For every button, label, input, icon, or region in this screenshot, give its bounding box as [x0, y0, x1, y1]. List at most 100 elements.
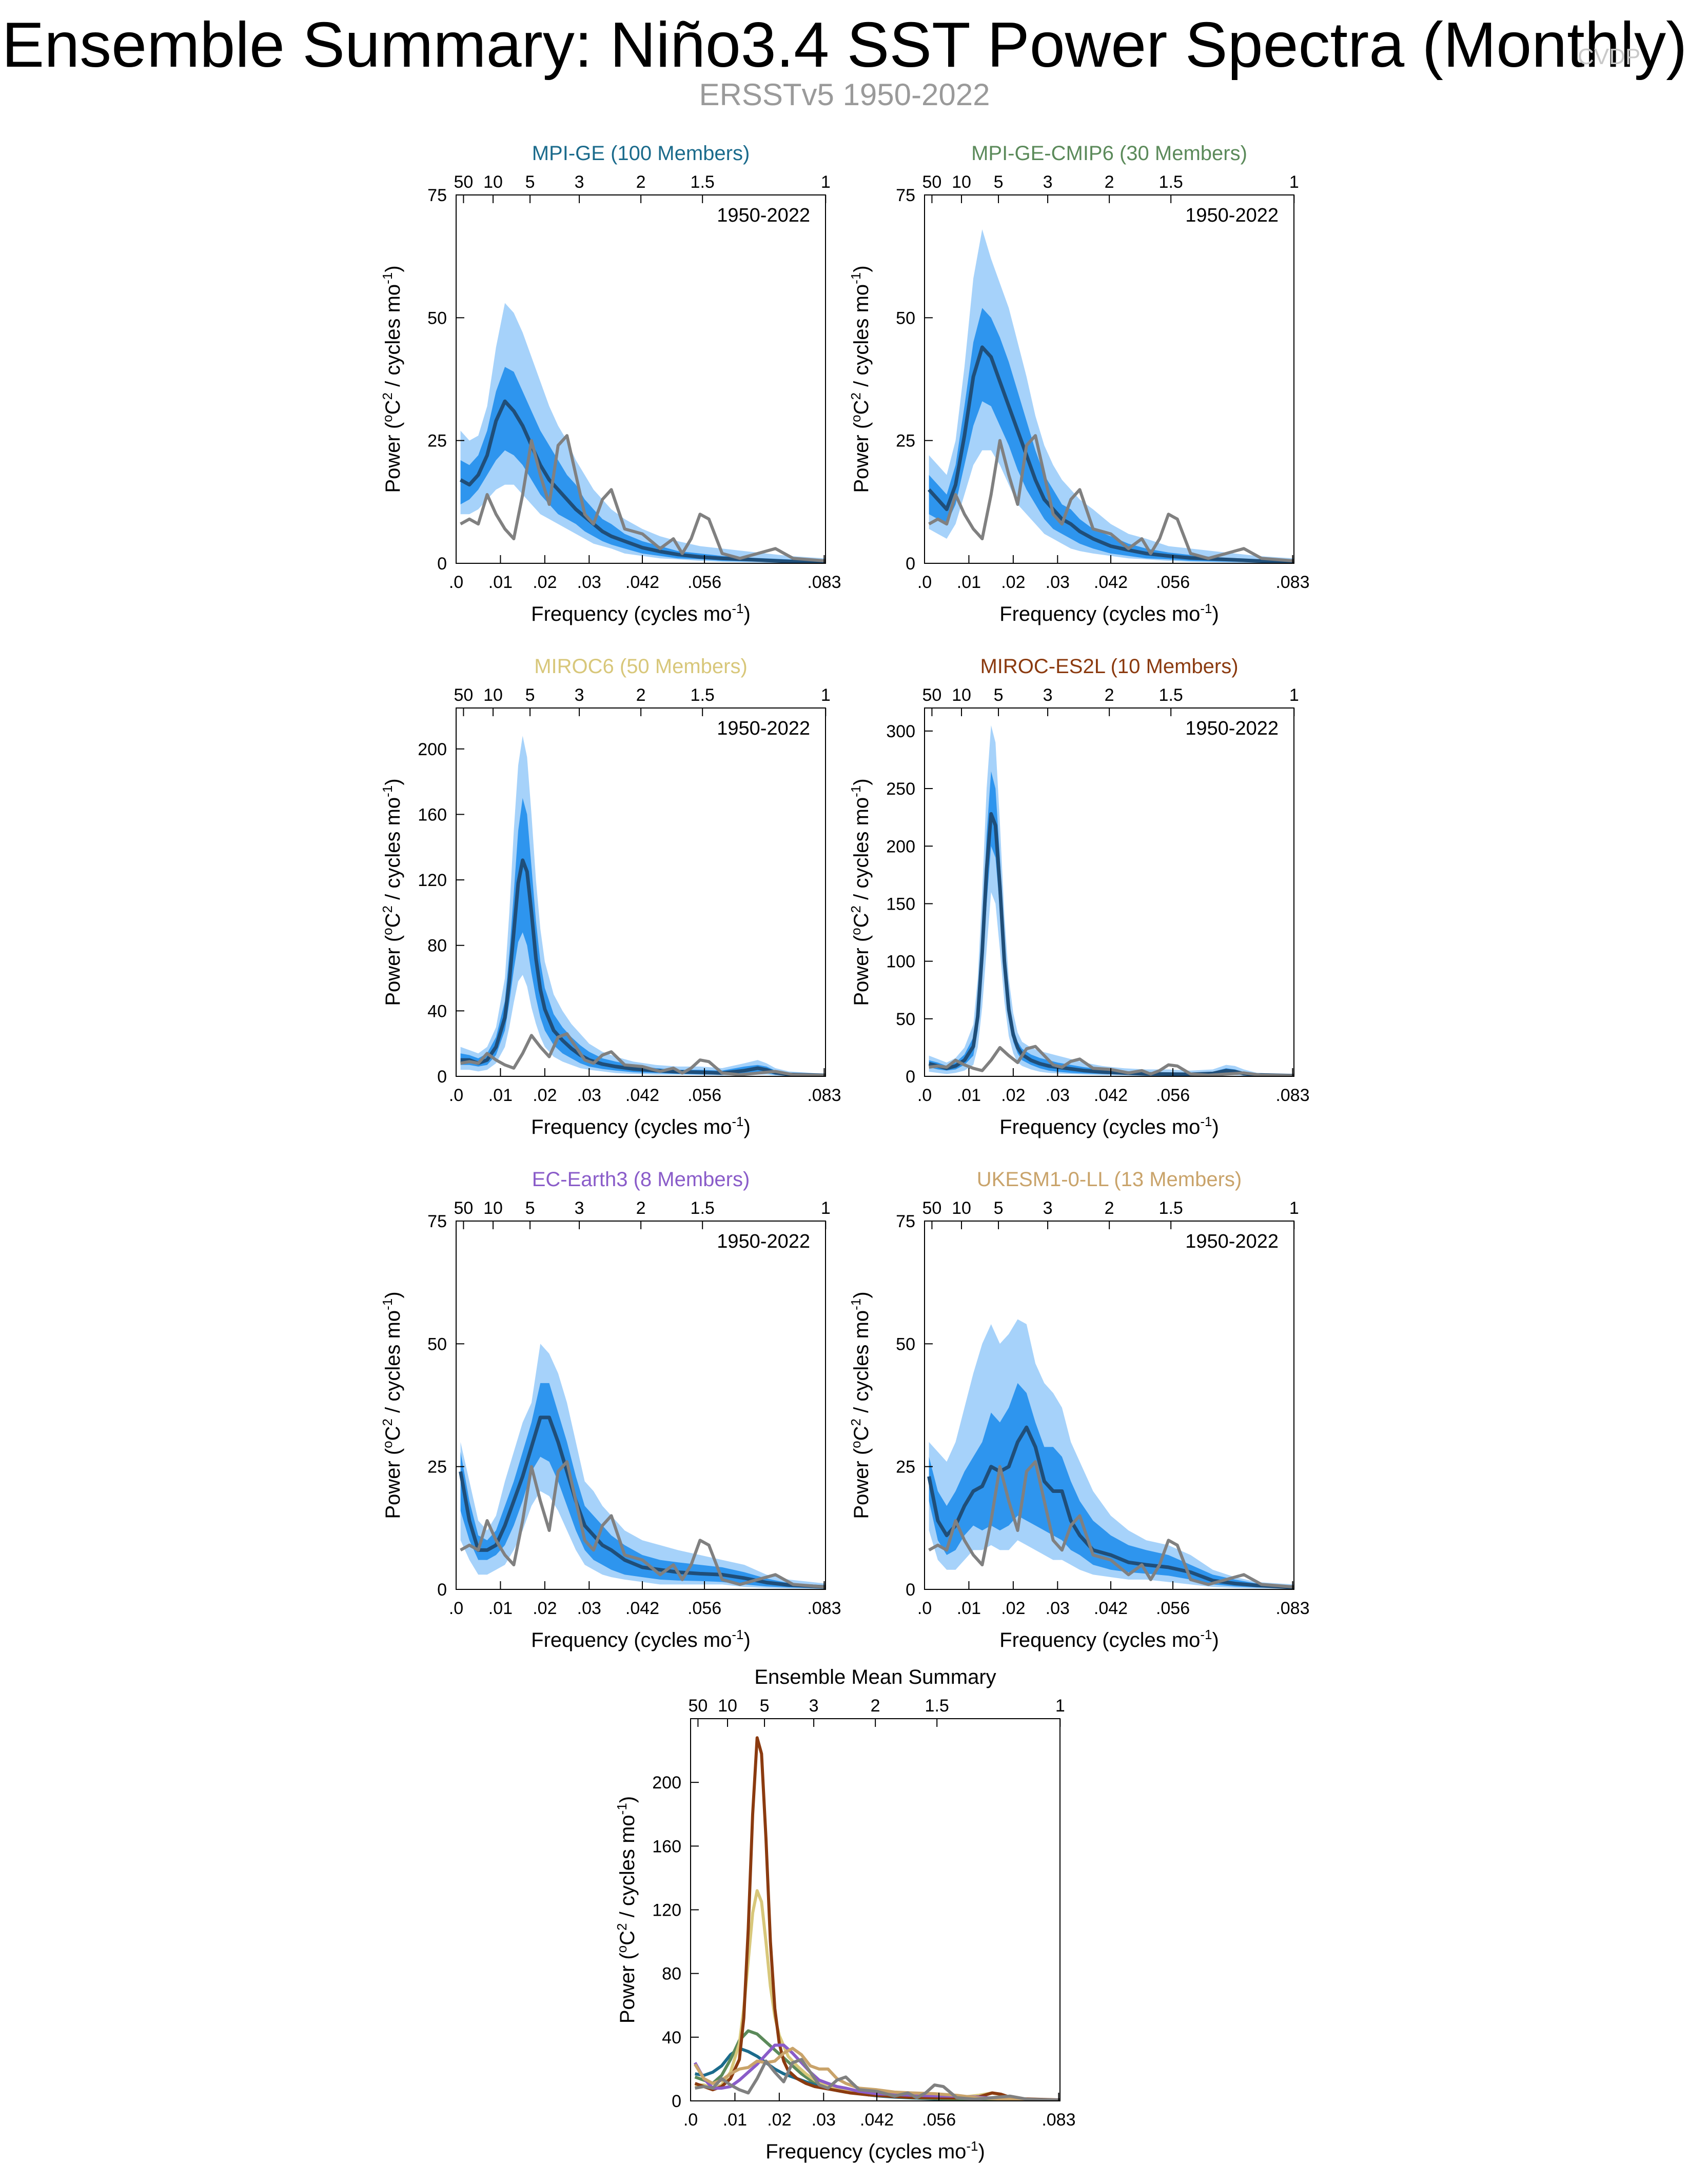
ensemble-mean-line [928, 345, 1294, 563]
watermark-logo: CVDP [1578, 44, 1641, 69]
period-tick-label: 10 [483, 685, 503, 705]
x-tick-label: .02 [533, 1599, 557, 1618]
period-tick-label: 3 [575, 172, 584, 192]
observed-spectrum-line [460, 1460, 826, 1589]
chart-panel-1: MPI-GE (100 Members) 1950-2022 .0 .01 .02 .03… [380, 142, 841, 625]
x-tick-label: .03 [1046, 1599, 1070, 1618]
period-label: 1950-2022 [1185, 205, 1279, 226]
y-tick-label: 80 [427, 936, 447, 956]
period-tick-label: 5 [994, 1198, 1004, 1218]
chart-panel-3: MIROC6 (50 Members) 1950-2022 .0 .01 .02 .03.… [380, 655, 841, 1138]
x-tick-label: .03 [1046, 1086, 1070, 1105]
period-tick-label: 1 [1055, 1696, 1065, 1716]
period-tick-label: 3 [575, 685, 584, 705]
period-tick-label: 50 [688, 1696, 708, 1716]
panel-title: MIROC-ES2L (10 Members) [980, 655, 1238, 678]
period-tick-label: 2 [636, 1198, 646, 1218]
x-tick-label: .01 [957, 1086, 981, 1105]
period-tick-label: 3 [1043, 1198, 1053, 1218]
y-tick-label: 100 [886, 952, 915, 972]
y-tick-label: 200 [886, 837, 915, 856]
x-tick-label: .03 [577, 1086, 601, 1105]
period-tick-label: 1 [1289, 685, 1299, 705]
y-tick-label: 160 [418, 805, 447, 824]
plot-area [928, 725, 1294, 1076]
y-tick-label: 0 [672, 2092, 681, 2111]
x-tick-label: .042 [625, 573, 659, 592]
observed-spectrum-line [929, 1045, 1294, 1076]
y-tick-label: 80 [662, 1964, 681, 1984]
x-tick-label: .01 [723, 2110, 747, 2130]
y-tick-label: 75 [896, 1212, 915, 1231]
x-tick-label: .0 [449, 573, 463, 592]
x-axis-label: Frequency (cycles mo-1) [999, 601, 1219, 625]
x-tick-label: .083 [1042, 2110, 1075, 2130]
y-tick-label: 160 [652, 1837, 681, 1856]
y-axis-label: Power (oC2 / cycles mo-1) [614, 1796, 639, 2023]
y-tick-label: 120 [418, 871, 447, 890]
chart-panel-4: MIROC-ES2L (10 Members) 1950-2022 .0 .01 .02… [848, 655, 1310, 1138]
period-tick-label: 10 [952, 1198, 971, 1218]
x-tick-label: .083 [1275, 1086, 1309, 1105]
x-tick-label: .02 [1001, 573, 1025, 592]
x-tick-label: .042 [1094, 573, 1128, 592]
y-axis-label: Power (oC2 / cycles mo-1) [380, 778, 404, 1006]
series-line-7 [695, 2058, 1060, 2101]
x-tick-label: .0 [917, 1086, 932, 1105]
period-tick-label: 3 [1043, 685, 1053, 705]
panel-title: UKESM1-0-LL (13 Members) [977, 1168, 1242, 1191]
chart-panel-5: EC-Earth3 (8 Members) 1950-2022 .0 .01 .02 .0… [380, 1168, 841, 1651]
x-tick-label: .0 [449, 1599, 463, 1618]
x-tick-label: .042 [625, 1599, 659, 1618]
x-tick-label: .03 [812, 2110, 836, 2130]
plot-area [928, 229, 1294, 563]
y-axis-label: Power (oC2 / cycles mo-1) [848, 1291, 873, 1519]
y-tick-label: 0 [906, 1580, 915, 1600]
period-tick-label: 2 [636, 172, 646, 192]
period-label: 1950-2022 [1185, 1231, 1279, 1252]
main-title: Ensemble Summary: Niño3.4 SST Power Spec… [2, 10, 1687, 81]
y-tick-label: 300 [886, 722, 915, 741]
period-tick-label: 1 [821, 685, 831, 705]
y-tick-label: 0 [906, 1067, 915, 1087]
x-tick-label: .083 [807, 1086, 841, 1105]
ensemble-mean-line [460, 858, 826, 1076]
inner-spread-band [460, 1383, 826, 1589]
x-tick-label: .0 [683, 2110, 698, 2130]
x-tick-label: .0 [449, 1086, 463, 1105]
ensemble-mean-line [459, 1415, 826, 1589]
period-tick-label: 1 [821, 1198, 831, 1218]
outer-spread-band [460, 736, 826, 1076]
plot-frame [690, 1718, 1060, 2101]
period-tick-label: 10 [718, 1696, 737, 1716]
x-tick-label: .056 [688, 1599, 721, 1618]
x-tick-label: .083 [807, 573, 841, 592]
period-tick-label: 5 [525, 172, 535, 192]
x-tick-label: .03 [1046, 573, 1070, 592]
y-tick-label: 0 [437, 1580, 447, 1600]
y-tick-label: 150 [886, 894, 915, 914]
period-tick-label: 1.5 [691, 172, 715, 192]
y-axis-label: Power (oC2 / cycles mo-1) [380, 265, 404, 493]
period-label: 1950-2022 [717, 718, 810, 739]
y-tick-label: 25 [427, 1458, 447, 1477]
x-tick-label: .083 [807, 1599, 841, 1618]
x-tick-label: .02 [767, 2110, 791, 2130]
y-tick-label: 25 [896, 431, 915, 451]
y-axis-label: Power (oC2 / cycles mo-1) [848, 265, 873, 493]
period-label: 1950-2022 [717, 1231, 810, 1252]
y-tick-label: 25 [427, 431, 447, 451]
period-tick-label: 1 [1289, 172, 1299, 192]
x-tick-label: .01 [488, 573, 513, 592]
period-label: 1950-2022 [1185, 718, 1279, 739]
period-tick-label: 10 [952, 172, 971, 192]
period-tick-label: 10 [952, 685, 971, 705]
y-tick-label: 50 [896, 308, 915, 328]
y-tick-label: 50 [427, 1334, 447, 1354]
x-axis-label: Frequency (cycles mo-1) [531, 1627, 751, 1651]
x-tick-label: .042 [625, 1086, 659, 1105]
x-axis-label: Frequency (cycles mo-1) [999, 1114, 1219, 1138]
period-tick-label: 2 [1105, 1198, 1114, 1218]
ensemble-mean-line [459, 399, 826, 563]
